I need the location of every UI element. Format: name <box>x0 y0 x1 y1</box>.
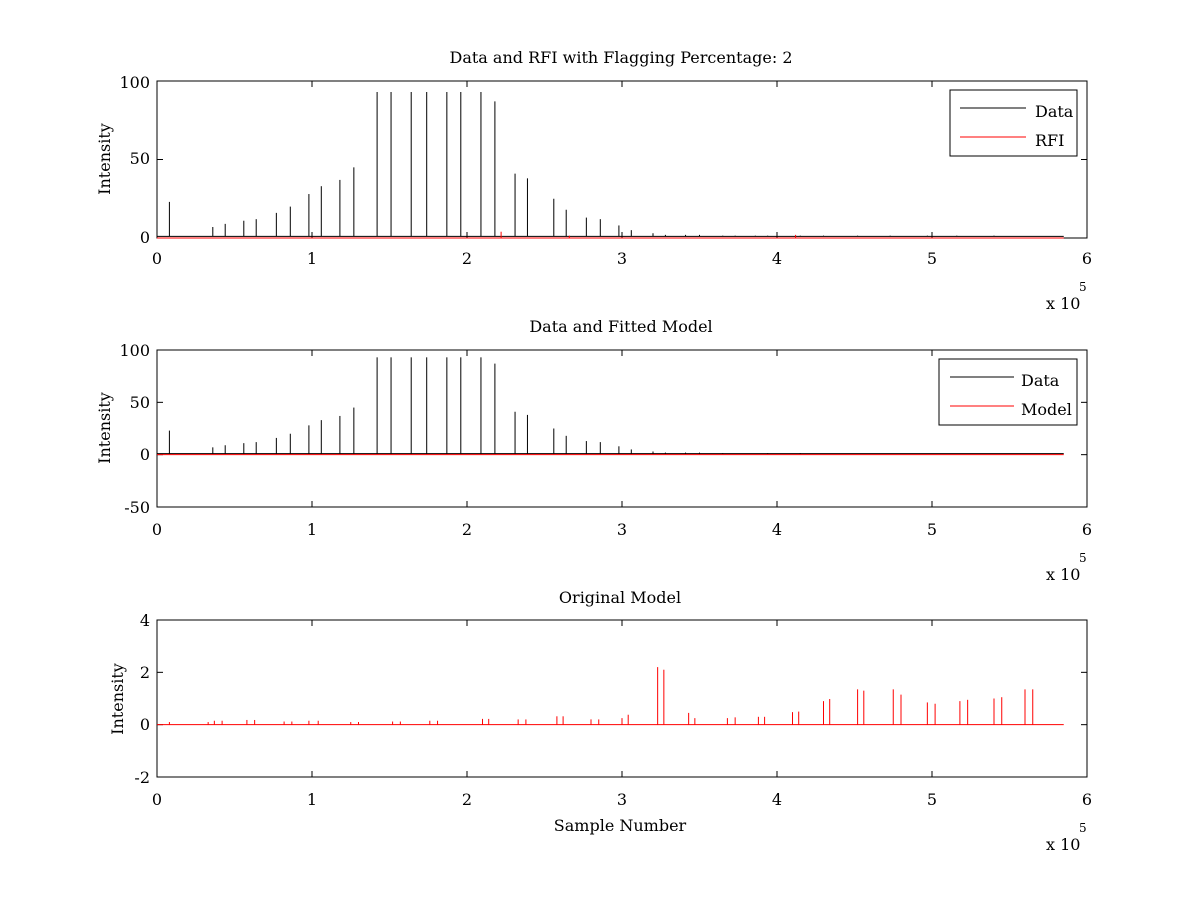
panel-3-y-tick-1: 0 <box>140 715 150 734</box>
panel-3: Original Model Intensity 0 1 2 3 4 5 6 -… <box>108 588 1092 854</box>
panel-3-x-tick-3: 3 <box>617 790 627 809</box>
panel-1-multiplier-power: 5 <box>1079 280 1087 294</box>
panel-3-xlabel: Sample Number <box>554 816 687 835</box>
panel-2-plot-area <box>156 349 1088 508</box>
panel-3-x-tick-5: 5 <box>927 790 937 809</box>
panel-2-x-tick-5: 5 <box>927 520 937 539</box>
panel-2-x-multiplier: x 10 5 <box>1046 551 1087 584</box>
panel-1-x-tick-4: 4 <box>772 249 782 268</box>
panel-3-x-tick-6: 6 <box>1082 790 1092 809</box>
panel-1-legend-box <box>949 89 1078 157</box>
panel-3-ylabel: Intensity <box>108 663 127 735</box>
panel-1-y-tick-1: 50 <box>130 149 150 168</box>
panel-2-x-tick-2: 2 <box>462 520 472 539</box>
panel-1-multiplier-base: x 10 <box>1046 294 1080 313</box>
panel-2-legend-data-label: Data <box>1021 371 1060 390</box>
panel-2-y-tick-3: 100 <box>119 341 150 360</box>
panel-3-x-tick-labels: 0 1 2 3 4 5 6 <box>152 790 1092 809</box>
panel-1-x-tick-0: 0 <box>152 249 162 268</box>
panel-1-x-tick-1: 1 <box>307 249 317 268</box>
panel-3-x-multiplier: x 10 5 <box>1046 821 1087 854</box>
panel-1-y-tick-labels: 0 50 100 <box>119 73 150 247</box>
panel-3-x-tick-2: 2 <box>462 790 472 809</box>
panel-3-title: Original Model <box>559 588 681 607</box>
panel-1-x-tick-2: 2 <box>462 249 472 268</box>
panel-2-y-tick-labels: -50 0 50 100 <box>119 341 150 517</box>
panel-2-legend-model-label: Model <box>1021 400 1072 419</box>
panel-1-x-tick-labels: 0 1 2 3 4 5 6 <box>152 249 1092 268</box>
panel-1-ylabel: Intensity <box>95 123 114 195</box>
panel-1-legend-data-label: Data <box>1035 102 1074 121</box>
panel-3-y-tick-2: 2 <box>140 663 150 682</box>
panel-2-multiplier-power: 5 <box>1079 551 1087 565</box>
panel-3-multiplier-base: x 10 <box>1046 835 1080 854</box>
panel-1-x-tick-3: 3 <box>617 249 627 268</box>
panel-2-y-tick-2: 50 <box>130 393 150 412</box>
panel-1-y-tick-0: 0 <box>140 228 150 247</box>
panel-3-multiplier-power: 5 <box>1079 821 1087 835</box>
panel-2-x-tick-labels: 0 1 2 3 4 5 6 <box>152 520 1092 539</box>
panel-3-x-tick-4: 4 <box>772 790 782 809</box>
panel-2-title: Data and Fitted Model <box>529 317 712 336</box>
panel-2: Data and Fitted Model Intensity 0 1 2 3 … <box>95 317 1092 584</box>
panel-2-y-tick-0: -50 <box>124 498 150 517</box>
panel-3-y-tick-3: 4 <box>140 611 150 630</box>
panel-1-x-multiplier: x 10 5 <box>1046 280 1087 313</box>
panel-2-x-tick-6: 6 <box>1082 520 1092 539</box>
panel-2-x-tick-4: 4 <box>772 520 782 539</box>
panel-3-x-tick-0: 0 <box>152 790 162 809</box>
panel-2-legend-box <box>938 358 1078 426</box>
panel-2-x-tick-3: 3 <box>617 520 627 539</box>
panel-3-x-tick-1: 1 <box>307 790 317 809</box>
panel-1-x-tick-6: 6 <box>1082 249 1092 268</box>
panel-1-plot-area <box>156 80 1088 239</box>
panel-1-legend-rfi-label: RFI <box>1035 131 1064 150</box>
panel-2-multiplier-base: x 10 <box>1046 565 1080 584</box>
panel-1-legend: Data RFI <box>949 89 1078 157</box>
panel-3-y-tick-0: -2 <box>134 768 150 787</box>
panel-3-plot-area <box>156 619 1088 778</box>
panel-1: Data and RFI with Flagging Percentage: 2… <box>95 48 1092 313</box>
panel-2-legend: Data Model <box>938 358 1078 426</box>
panel-1-title: Data and RFI with Flagging Percentage: 2 <box>449 48 792 67</box>
panel-2-ylabel: Intensity <box>95 392 114 464</box>
panel-1-y-tick-2: 100 <box>119 73 150 92</box>
panel-1-x-tick-5: 5 <box>927 249 937 268</box>
panel-2-x-tick-0: 0 <box>152 520 162 539</box>
panel-2-x-tick-1: 1 <box>307 520 317 539</box>
panel-3-y-tick-labels: -2 0 2 4 <box>134 611 150 787</box>
panel-2-y-tick-1: 0 <box>140 445 150 464</box>
